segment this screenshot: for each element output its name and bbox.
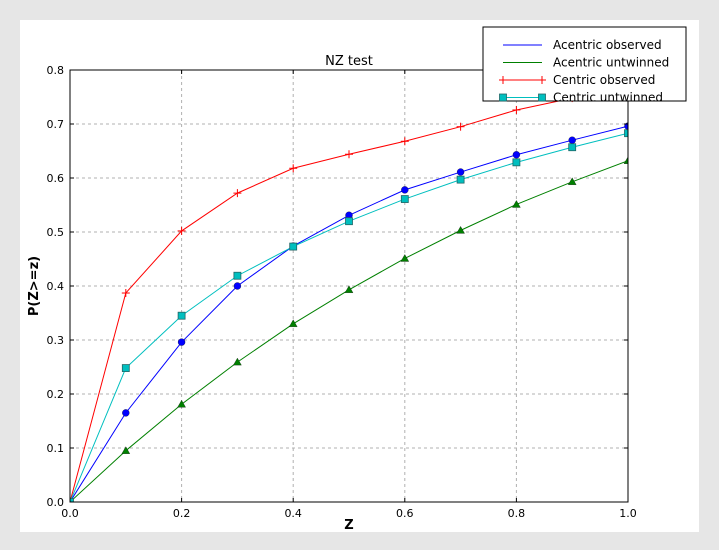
data-point	[512, 200, 521, 208]
data-point	[233, 282, 242, 290]
legend-item: Acentric observed	[503, 38, 662, 52]
legend-label: Centric untwinned	[553, 91, 663, 105]
y-tick-label: 0.4	[47, 280, 65, 293]
series-group	[70, 82, 628, 502]
figure-canvas	[20, 20, 699, 532]
y-tick-label: 0.7	[47, 118, 65, 131]
series-acentric-untwinned	[70, 156, 628, 502]
data-point	[177, 338, 186, 346]
data-point	[289, 242, 298, 251]
legend: Acentric observed Acentric untwinned Centr…	[482, 26, 687, 105]
y-tick-label: 0.1	[47, 442, 65, 455]
data-point	[400, 137, 409, 146]
legend-marker	[538, 93, 546, 102]
y-tick-label: 0.3	[47, 334, 65, 347]
data-point	[456, 175, 465, 184]
data-point	[512, 151, 521, 159]
legend-item: Acentric untwinned	[503, 56, 669, 70]
data-point	[121, 364, 130, 372]
data-point	[456, 168, 465, 176]
data-point	[121, 446, 131, 454]
data-point	[233, 189, 242, 198]
x-tick-label: 1.0	[619, 507, 637, 520]
legend-item: Centric observed	[499, 73, 655, 87]
y-tick-label: 0.5	[47, 226, 65, 239]
legend-marker	[499, 76, 507, 84]
data-point	[233, 357, 242, 366]
legend-marker	[499, 93, 507, 102]
data-point	[456, 122, 465, 131]
legend-label: Acentric observed	[553, 38, 662, 52]
x-tick-label: 0.8	[508, 507, 526, 520]
data-point	[456, 226, 465, 234]
data-point	[345, 150, 353, 159]
data-point	[345, 217, 353, 226]
y-tick-label: 0.2	[47, 388, 65, 401]
data-point	[568, 143, 577, 152]
data-point	[567, 177, 577, 185]
data-point	[288, 319, 298, 327]
data-point	[400, 254, 410, 262]
data-point	[344, 285, 354, 293]
data-point	[122, 409, 130, 417]
data-point	[624, 129, 628, 138]
x-tick-label: 0.2	[173, 507, 191, 520]
data-point	[177, 311, 186, 320]
data-point	[233, 271, 242, 280]
data-point	[623, 156, 628, 164]
series-centric-untwinned	[70, 129, 628, 502]
ticks: 0.0 0.2 0.4 0.6 0.8 1.0 0.0 0.1 0.2 0.3 0.4 0.5 0.6 0…	[47, 64, 637, 520]
x-tick-label: 0.4	[284, 507, 302, 520]
data-point	[289, 164, 298, 173]
y-tick-label: 0.8	[47, 64, 65, 77]
data-point	[512, 105, 521, 114]
series-centric-observed	[70, 82, 628, 502]
data-point	[177, 399, 186, 408]
y-tick-label: 0.6	[47, 172, 65, 185]
x-tick-label: 0.0	[61, 507, 79, 520]
legend-box	[482, 26, 687, 102]
legend-marker	[538, 76, 546, 84]
data-point	[121, 289, 130, 298]
data-point	[177, 226, 186, 235]
data-point	[70, 498, 74, 502]
legend-label: Centric observed	[553, 73, 655, 87]
chart-title: NZ test	[325, 54, 373, 69]
legend-item: Centric untwinned	[499, 91, 663, 105]
y-axis-label: P(Z>=z)	[27, 256, 42, 316]
data-point	[401, 186, 409, 194]
data-point	[568, 136, 576, 144]
x-axis-label: Z	[344, 518, 353, 533]
data-point	[400, 195, 409, 203]
x-tick-label: 0.6	[396, 507, 414, 520]
data-point	[512, 158, 521, 167]
y-tick-label: 0.0	[47, 496, 65, 509]
legend-label: Acentric untwinned	[553, 56, 669, 70]
